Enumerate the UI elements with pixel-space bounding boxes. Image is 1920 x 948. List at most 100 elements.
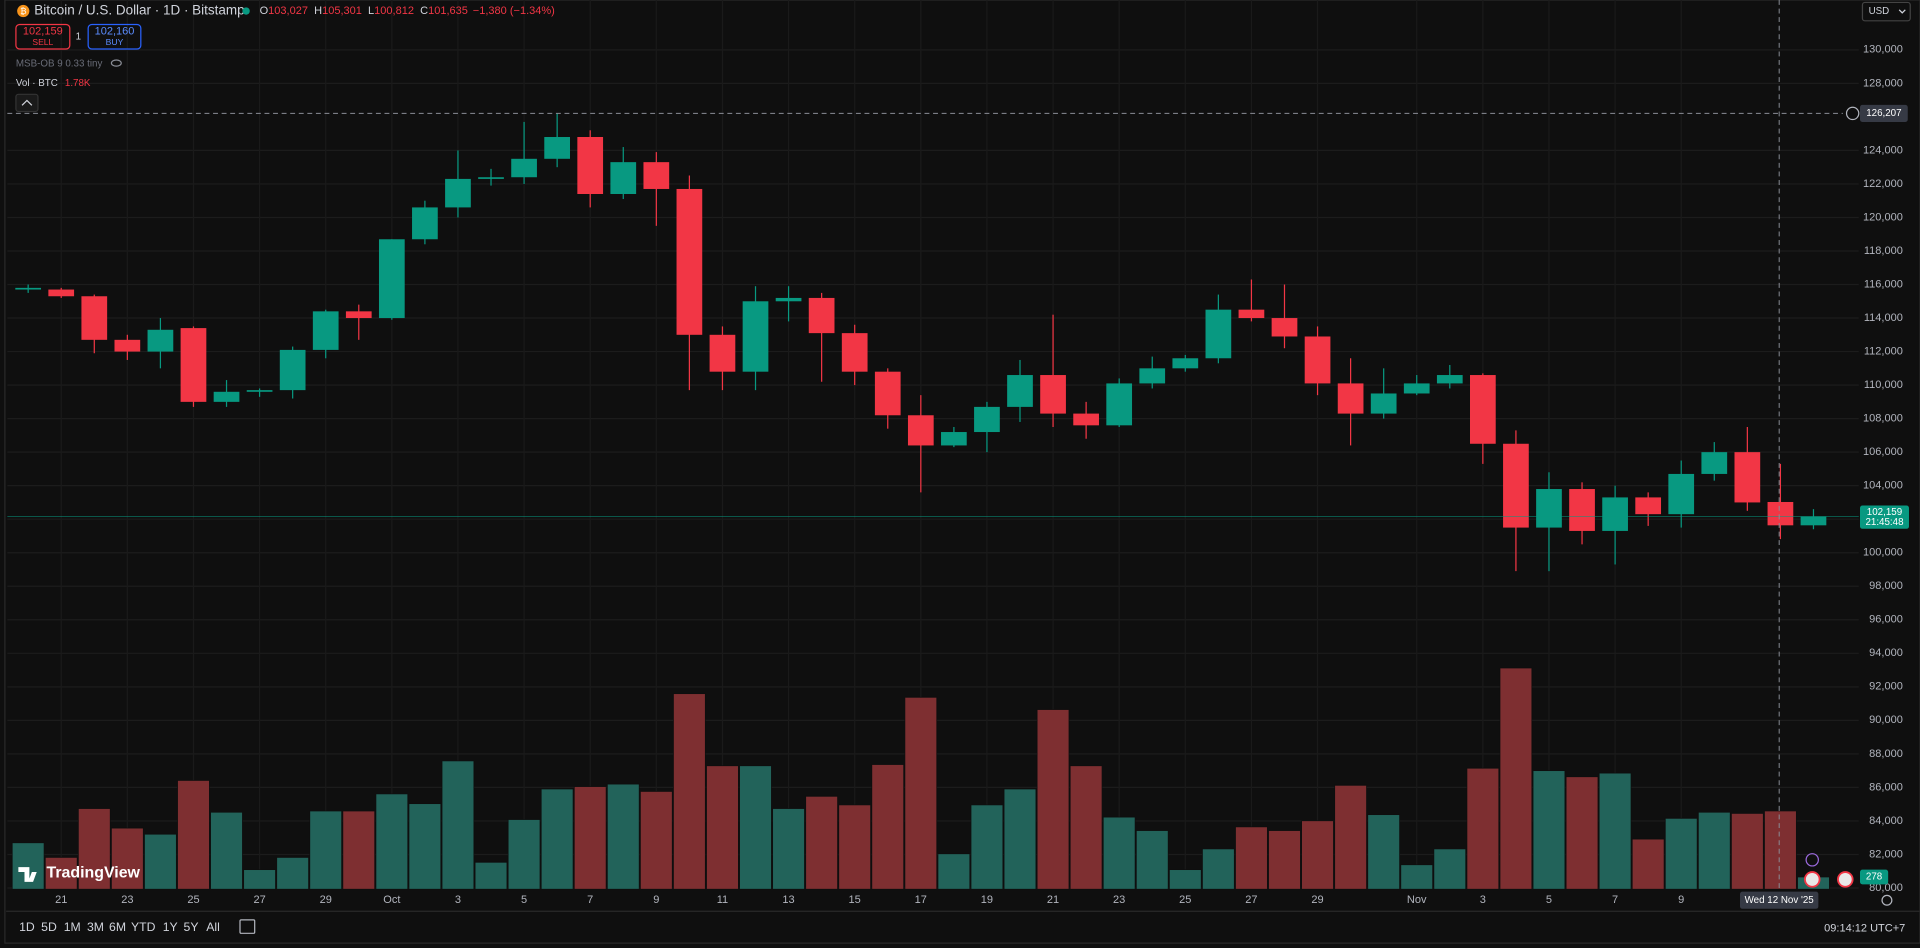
x-tick-label: 23 [1113,894,1125,906]
volume-bar [1731,813,1764,890]
last-price-tag [1860,505,1909,529]
candle-body [114,339,141,352]
candle-body [15,287,42,290]
candle-body [1503,443,1529,528]
volume-bar [1598,772,1632,890]
crosshair-price-tag [1860,104,1908,122]
candle-body [81,296,108,340]
buy-price[interactable]: 102,160 [95,26,135,38]
volume-bar [1235,826,1268,890]
add-alert-button[interactable] [1845,106,1860,121]
volume-tag [1860,869,1889,885]
range-button[interactable]: 5D [41,920,57,934]
x-tick-label: 11 [717,894,728,906]
y-tick-label: 82,000 [1869,848,1903,860]
volume-bar [1301,820,1334,890]
buy-button[interactable] [87,23,142,50]
range-button[interactable]: 5Y [184,920,199,934]
candle-body [1569,489,1595,531]
x-tick-label: 27 [1245,894,1257,906]
candle-body [907,415,934,446]
candle-body [610,162,637,194]
volume-bar [1102,816,1136,890]
event-flag[interactable] [1803,871,1821,888]
candle-body [643,162,670,189]
hide-icon[interactable] [110,59,122,67]
y-tick-label: 86,000 [1869,781,1903,793]
range-button[interactable]: 6M [109,920,126,934]
candle-body [412,207,438,240]
volume-bar [1764,810,1797,890]
range-button[interactable]: YTD [131,920,156,934]
y-tick-label: 80,000 [1869,882,1903,894]
volume-bar [342,810,376,890]
candle-body [1403,383,1430,394]
sell-button[interactable] [15,23,71,50]
range-button[interactable]: All [206,920,220,934]
volume-legend[interactable]: Vol · BTC [16,78,58,89]
volume-bar [772,808,805,890]
btc-icon [17,4,30,18]
logo[interactable]: TradingView [47,864,141,881]
volume-bar [1400,864,1434,890]
y-tick-label: 88,000 [1869,748,1903,760]
event-flag[interactable] [1837,871,1854,888]
currency-button[interactable] [1861,1,1911,22]
candle-body [147,329,174,352]
range-button[interactable]: 1Y [163,920,178,934]
range-button[interactable]: 1D [19,920,35,934]
volume-bar [1169,869,1202,890]
volume-bar [1268,830,1301,890]
volume-bar [1532,770,1566,890]
symbol-title[interactable]: Bitcoin / U.S. Dollar · 1D · Bitstamp [34,3,244,18]
candle-body [742,301,769,372]
range-button[interactable]: 1M [64,920,81,934]
ohlc-value: 101,635 [428,5,468,17]
candle-body [279,349,306,391]
collapse-button[interactable] [15,93,39,113]
volume-bar [1135,830,1169,890]
market-status [242,7,250,15]
x-tick-label: 7 [1612,894,1618,906]
y-tick-label: 92,000 [1869,681,1903,693]
alert-icon[interactable] [1805,853,1819,867]
volume-bar [573,786,607,890]
candle-body [345,311,372,319]
sell-price[interactable]: 102,159 [23,26,63,38]
x-tick-label: 29 [1311,894,1323,906]
x-tick-label: 7 [587,894,593,906]
candle-body [48,289,75,297]
range-buttons: 1D 5D 1M 3M 6M YTD 1Y 5Y All [19,920,220,934]
x-tick-label: 19 [981,894,993,906]
buy-label[interactable]: BUY [106,37,124,47]
volume-tag-label: 278 [1866,872,1883,883]
ohlc-value: 100,812 [374,5,414,17]
x-tick-label: 21 [55,894,67,906]
volume-bar [1202,848,1235,890]
candle-body [1073,413,1099,426]
candle-body [478,177,504,179]
volume-layer [11,667,1830,890]
range-button[interactable]: 3M [87,920,104,934]
settings-icon[interactable] [1881,894,1893,906]
y-tick-label: 106,000 [1863,446,1903,458]
currency[interactable]: USD [1869,6,1890,17]
volume-bar [1334,784,1367,890]
overlay-layer: 80,000 82,000 84,000 86,000 88,000 90,000 92,0… [7,0,1909,909]
x-tick-label: 29 [320,894,332,906]
y-tick-label: 120,000 [1863,211,1903,223]
candle-body [709,334,736,372]
volume-bar [1698,811,1731,890]
btc-icon-glyph: ₿ [20,6,26,16]
date-range-icon[interactable] [239,919,256,934]
sell-label[interactable]: SELL [32,37,53,47]
indicator-legend[interactable]: MSB-OB 9 0.33 tiny [16,58,103,69]
y-tick-label: 116,000 [1864,278,1903,290]
volume-bar [1433,848,1467,890]
candle-body [445,178,471,208]
candle-body [941,432,967,446]
volume-bar [507,819,541,890]
x-tick-label: 9 [653,894,659,906]
volume-bar [706,765,739,890]
